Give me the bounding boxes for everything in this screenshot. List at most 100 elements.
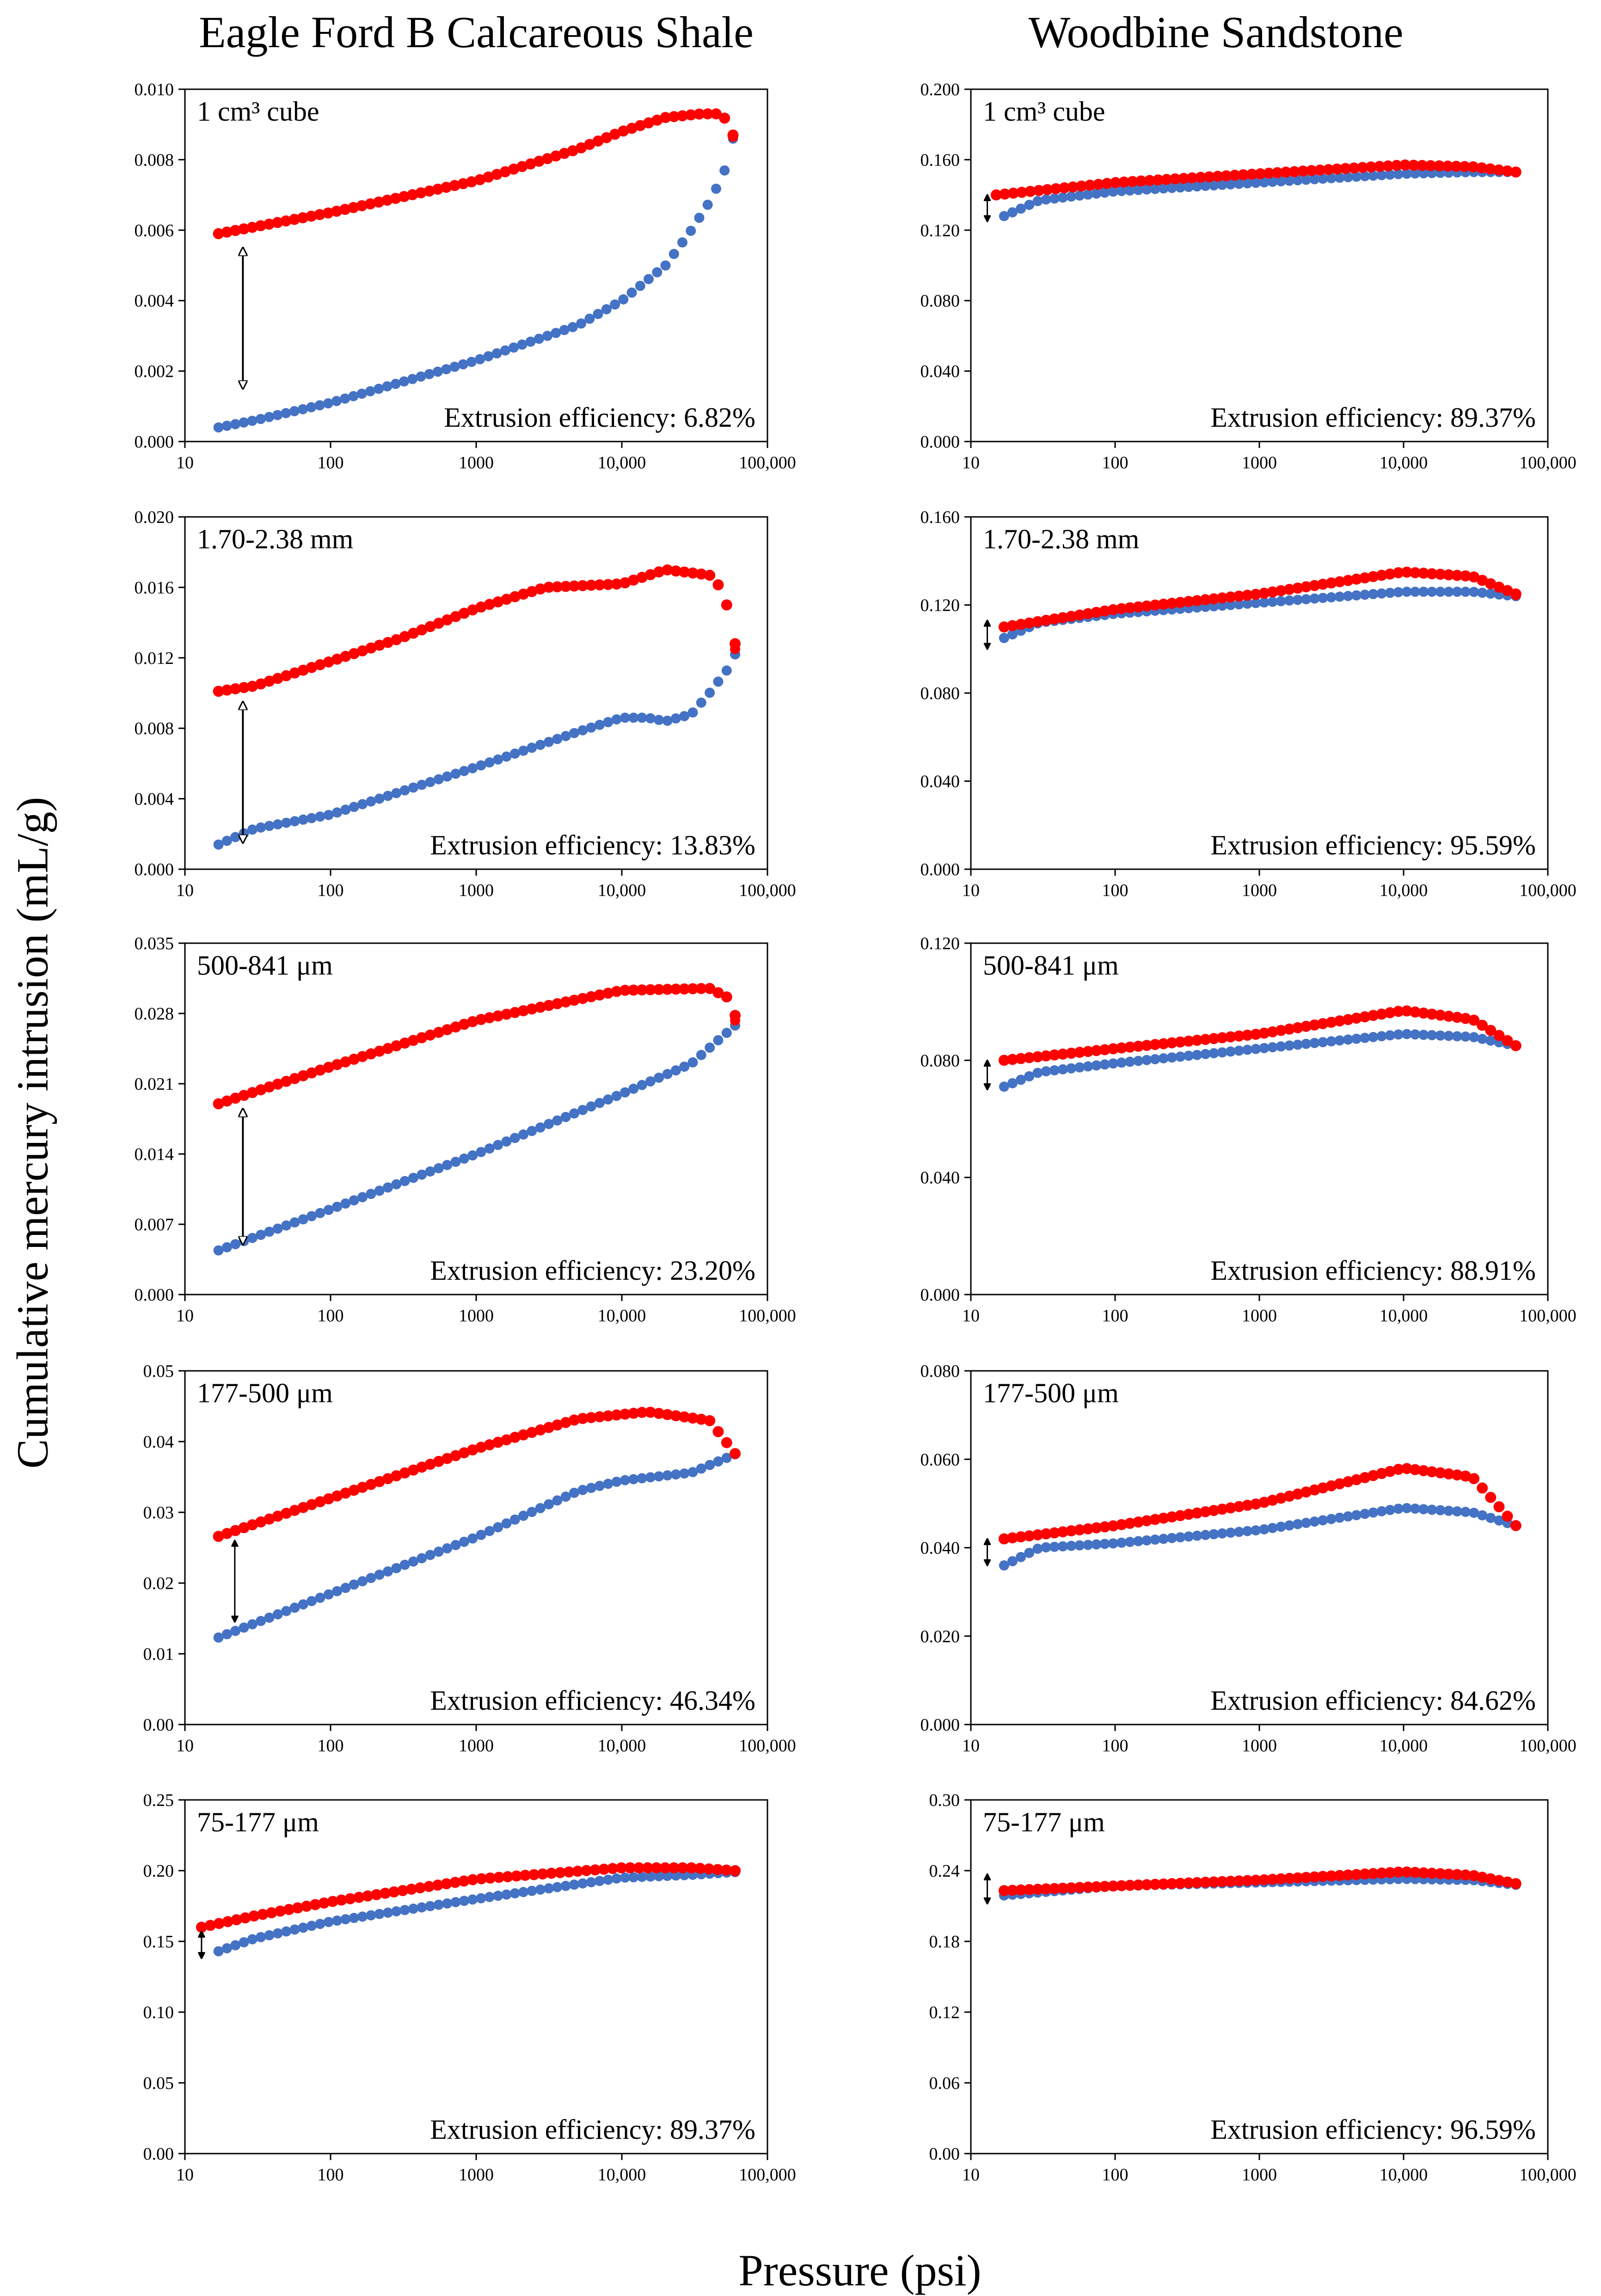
extrusion-point [442,614,453,626]
extrusion-point [272,1078,283,1090]
extrusion-point [576,142,587,153]
intrusion-point [595,1098,605,1108]
extrusion-series [990,159,1521,201]
intrusion-point [1074,1540,1085,1551]
extrusion-point [1467,161,1479,172]
extrusion-point [1283,583,1295,595]
intrusion-point [239,1622,249,1633]
extrusion-point [1099,1044,1110,1056]
extrusion-point [1401,1463,1412,1474]
intrusion-point [1309,1037,1320,1048]
extrusion-point [1443,1468,1454,1480]
extrusion-point [650,1862,662,1873]
intrusion-point [1066,1063,1077,1074]
intrusion-point [298,814,308,825]
extrusion-point [1351,1013,1362,1024]
intrusion-point [1284,1040,1294,1051]
extrusion-point [1049,1883,1060,1894]
extrusion-point [1342,1014,1354,1025]
intrusion-point [340,1198,351,1209]
panel-size-label: 1 cm³ cube [197,96,319,127]
intrusion-point [1091,1539,1102,1550]
extrusion-point [693,108,705,120]
extrusion-point [239,1912,251,1924]
extrusion-point [283,1904,295,1915]
intrusion-point [399,1559,410,1570]
extrusion-point [695,1413,707,1425]
extrusion-point [1443,1011,1454,1022]
intrusion-point [221,1943,232,1953]
extrusion-point [339,203,351,215]
extrusion-point [231,1914,242,1926]
extrusion-point [1267,586,1278,598]
extrusion-point [314,209,325,221]
intrusion-point [307,813,317,823]
intrusion-point [230,419,241,430]
intrusion-point [442,1543,453,1553]
intrusion-point [1368,589,1379,599]
extrusion-point [1435,1009,1446,1021]
x-tick-label: 1000 [1242,453,1277,473]
extrusion-point [668,1862,680,1873]
extrusion-point [1216,1504,1228,1515]
intrusion-point [1166,1052,1177,1063]
extrusion-point [1082,1523,1094,1535]
intrusion-point [1276,1041,1286,1052]
extrusion-point [1283,1872,1295,1884]
extrusion-point [644,1406,656,1418]
extrusion-point [1186,172,1198,184]
extrusion-point [492,1437,504,1448]
intrusion-point [1184,1050,1194,1061]
extrusion-point [1502,585,1513,596]
extrusion-point [1149,1039,1161,1050]
extrusion-point [1392,1464,1404,1475]
y-tick-label: 0.012 [135,649,174,668]
extrusion-point [687,1412,699,1424]
extrusion-point [357,1481,368,1493]
x-tick-label: 10 [962,2165,980,2185]
extrusion-point [1418,1465,1429,1476]
intrusion-point [560,1492,571,1502]
y-tick-label: 0.010 [135,80,174,99]
extrusion-point [1451,1012,1463,1023]
extrusion-point [289,1073,301,1084]
extrusion-point [1016,186,1028,198]
intrusion-point [1301,1517,1312,1528]
extrusion-point [204,1920,216,1931]
intrusion-point [518,1129,529,1140]
extrusion-point [416,624,428,636]
extrusion-point [998,621,1010,633]
extrusion-point [1384,1466,1396,1477]
extrusion-point [1032,1051,1043,1062]
intrusion-point [628,1474,639,1485]
extrusion-point [1426,1867,1438,1879]
extrusion-point [213,1098,224,1110]
intrusion-point [272,1928,283,1939]
intrusion-point [711,184,721,194]
extrusion-point [1258,1497,1270,1508]
extrusion-point [594,989,605,1001]
intrusion-point [357,1911,368,1922]
extrusion-point [1351,573,1362,585]
intrusion-point [340,804,351,815]
extrusion-point [230,225,241,236]
intrusion-point [509,749,520,759]
x-tick-label: 1000 [459,1306,494,1326]
extrusion-point [281,1508,292,1519]
intrusion-point [425,1550,436,1560]
intrusion-point [1041,194,1051,205]
extrusion-point [1325,1017,1337,1028]
intrusion-point [721,1028,732,1038]
extrusion-point [255,1084,267,1096]
extrusion-point [484,599,495,610]
extrusion-point [1250,1874,1262,1886]
intrusion-point [999,1081,1009,1092]
extrusion-point [230,683,241,694]
extrusion-point [213,1531,224,1542]
extrusion-point [1133,1516,1144,1528]
extrusion-point [416,1461,428,1473]
extrusion-point [1476,162,1488,174]
extrusion-point [1216,1032,1228,1044]
extrusion-point [1314,164,1325,176]
y-tick-label: 0.004 [135,291,174,311]
